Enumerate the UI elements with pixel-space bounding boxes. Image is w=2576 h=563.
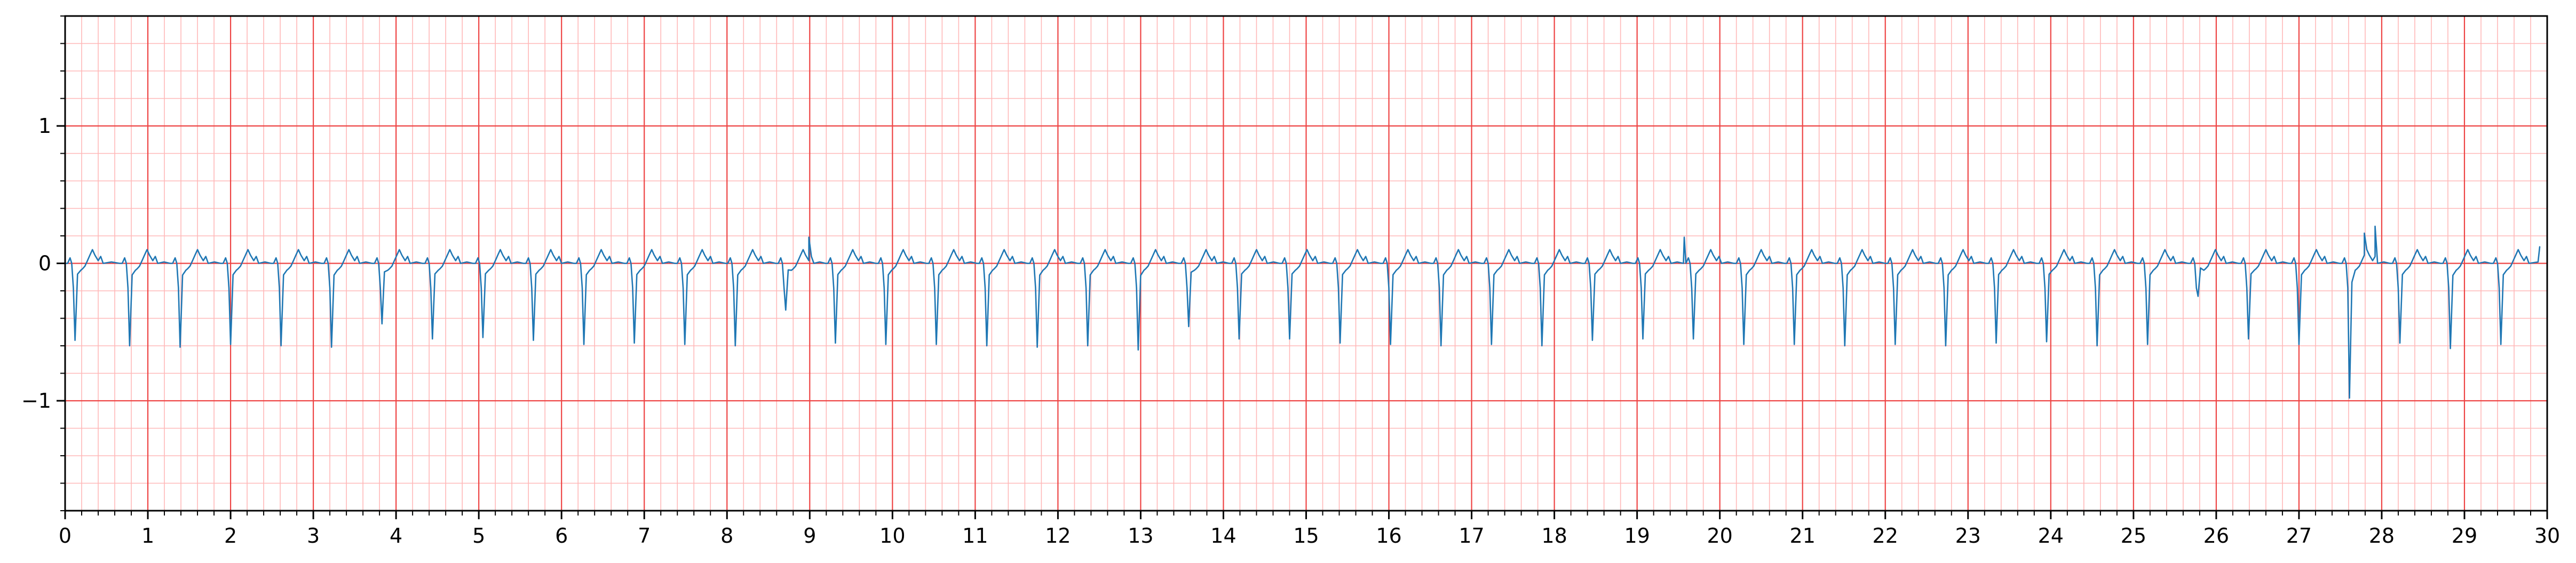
x-tick-label: 5: [472, 524, 485, 548]
x-tick-label: 26: [2204, 524, 2229, 548]
x-tick-label: 4: [390, 524, 402, 548]
x-tick-label: 21: [1790, 524, 1816, 548]
ecg-trace-line: [64, 225, 2541, 399]
x-tick-label: 12: [1045, 524, 1071, 548]
y-tick-label: 1: [38, 114, 51, 138]
x-axis: 0 1 2 3 4 5 6 7 8 9 10 11 12 13 14 15 16 17 18 19 20 21 22 23 24…: [59, 511, 2560, 548]
x-tick-label: 17: [1459, 524, 1484, 548]
x-tick-label: 22: [1873, 524, 1898, 548]
x-tick-label: 15: [1293, 524, 1319, 548]
x-tick-label: 8: [720, 524, 733, 548]
x-tick-label: 27: [2286, 524, 2312, 548]
x-tick-label: 1: [141, 524, 154, 548]
y-tick-label: 0: [38, 252, 51, 275]
x-tick-label: 14: [1210, 524, 1236, 548]
x-tick-label: 10: [879, 524, 905, 548]
y-tick-label: −1: [21, 389, 51, 413]
x-tick-label: 18: [1541, 524, 1567, 548]
x-tick-label: 6: [555, 524, 568, 548]
x-tick-label: 29: [2452, 524, 2477, 548]
x-tick-label: 9: [803, 524, 816, 548]
x-tick-label: 25: [2121, 524, 2146, 548]
x-tick-label: 23: [1955, 524, 1981, 548]
x-tick-label: 28: [2369, 524, 2395, 548]
x-tick-label: 30: [2534, 524, 2560, 548]
x-tick-label: 2: [224, 524, 237, 548]
x-tick-label: 20: [1707, 524, 1732, 548]
x-tick-label: 7: [638, 524, 651, 548]
ecg-trace-layer: [64, 225, 2541, 399]
x-tick-label: 24: [2038, 524, 2064, 548]
y-axis: 1 0 −1: [21, 15, 65, 511]
x-tick-label: 19: [1624, 524, 1650, 548]
x-tick-label: 11: [962, 524, 988, 548]
x-tick-label: 13: [1128, 524, 1153, 548]
x-tick-label: 3: [307, 524, 320, 548]
x-tick-label: 0: [59, 524, 72, 548]
x-tick-label: 16: [1376, 524, 1401, 548]
